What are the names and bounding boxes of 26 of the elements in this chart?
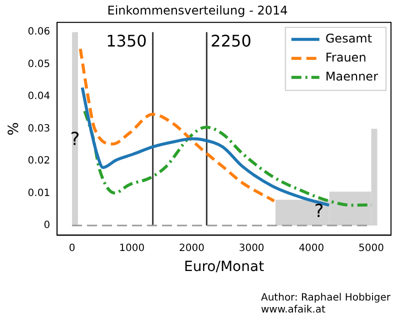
- y-tick-label: 0.04: [28, 91, 50, 102]
- x-axis-title: Euro/Monat: [184, 259, 265, 276]
- x-tick-label: 3000: [238, 242, 264, 254]
- y-tick-label: 0.06: [28, 26, 50, 38]
- y-tick-label: 0.05: [28, 58, 50, 70]
- text: www.afaik.at: [261, 304, 326, 316]
- annotation: ?: [314, 200, 324, 222]
- legend-label: Frauen: [325, 50, 366, 65]
- legend-label: Gesamt: [325, 32, 372, 46]
- text: Author: Raphael Hobbiger: [261, 292, 392, 304]
- chart-title: Einkommensverteilung - 2014: [107, 3, 288, 18]
- x-tick-label: 1000: [119, 242, 145, 254]
- y-tick-label: 0.01: [28, 188, 50, 199]
- ref-line-label: 2250: [210, 32, 252, 51]
- y-tick-label: 0: [44, 220, 50, 232]
- ref-line-label: 1350: [106, 32, 147, 51]
- y-axis-title: %: [6, 122, 22, 136]
- x-tick-label: 5000: [358, 242, 384, 254]
- y-tick-label: 0.02: [28, 156, 50, 167]
- x-tick-label: 2000: [178, 242, 204, 254]
- legend-label: Maenner: [325, 70, 378, 84]
- y-tick-label: 0.03: [28, 123, 50, 134]
- x-tick-label: 4000: [298, 242, 324, 254]
- x-tick-label: 0: [68, 242, 76, 254]
- line-series: [78, 47, 276, 203]
- annotation: ?: [70, 129, 80, 150]
